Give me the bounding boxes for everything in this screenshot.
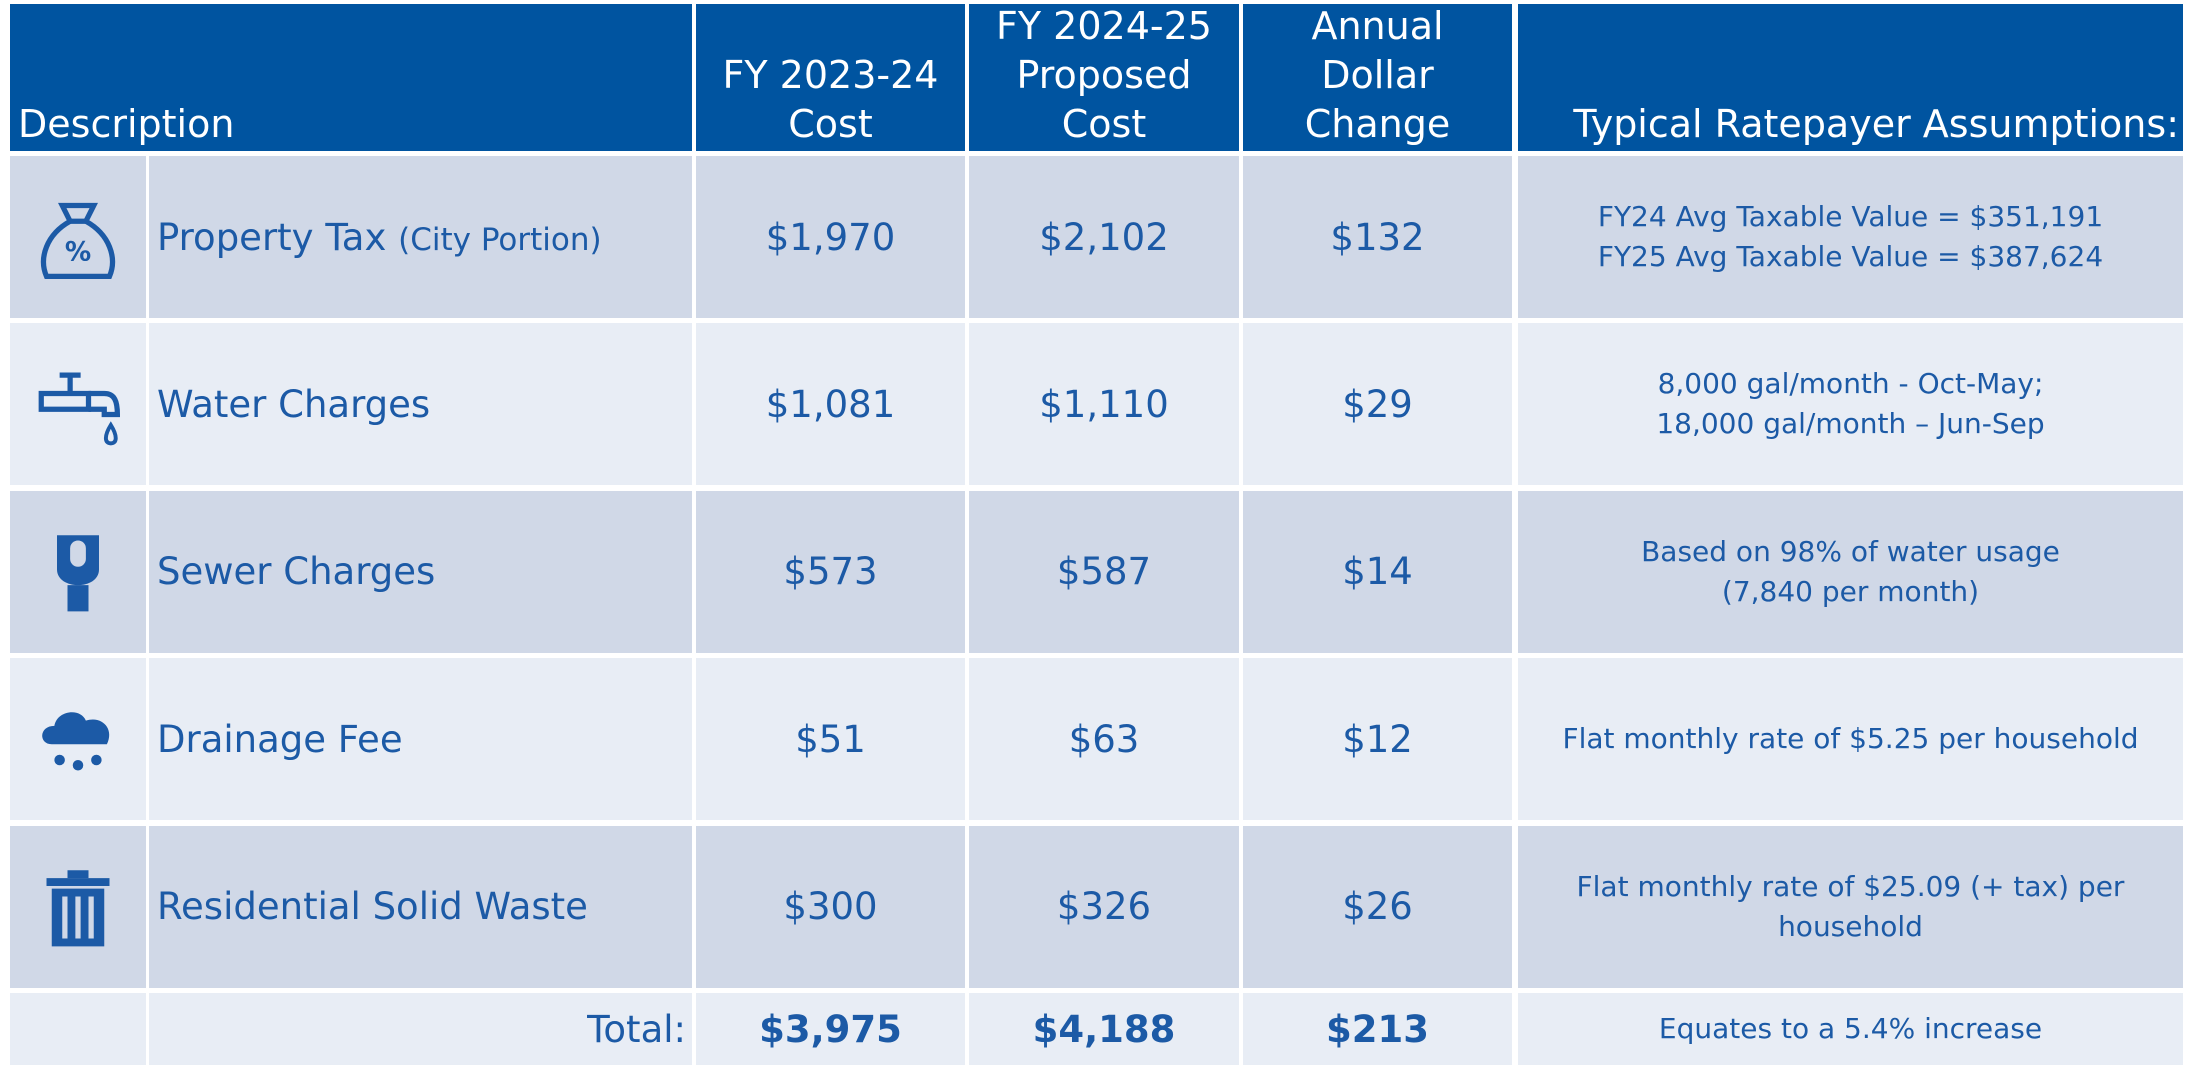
value: $63 [1068,717,1140,761]
value-cell: $14 [1243,490,1512,653]
assumption-line: Flat monthly rate of $5.25 per household [1562,722,2139,756]
value-cell: $63 [969,658,1239,821]
value: $29 [1342,382,1413,426]
description: Sewer Charges [157,550,435,593]
icon [42,712,110,771]
value-cell: $12 [1243,658,1512,821]
icon-cell [10,993,146,1065]
description-text: Property Tax [157,215,387,259]
value-cell: $300 [696,825,965,988]
description: Residential Solid Waste [157,885,588,928]
value-cell: $1,970 [696,156,965,318]
value: $300 [783,885,878,929]
total-assumption-cell: Equates to a 5.4% increase [1518,993,2183,1065]
value-cell: $2,102 [969,156,1239,318]
assumption-cell: 8,000 gal/month - Oct-May; 18,000 gal/mon… [1518,323,2183,486]
icon-cell: % [10,156,146,318]
assumption-line: Flat monthly rate of $25.09 (+ tax) per [1576,869,2125,903]
value-cell: $51 [696,658,965,821]
total-label-cell: Total: [149,993,692,1065]
header-text: Cost [1061,102,1147,146]
assumption-line: Based on 98% of water usage [1641,534,2060,568]
description-cell: Sewer Charges [149,490,692,653]
header-cell: Description [10,4,692,151]
assumption-cell: Based on 98% of water usage (7,840 per mo… [1518,490,2183,653]
icon [46,869,110,946]
total-value-cell: $3,975 [696,993,965,1065]
total-value: $4,188 [1032,1007,1176,1051]
value-cell: $326 [969,825,1239,988]
header-cell: FY 2024-25 Proposed Cost [969,4,1239,151]
value: $573 [783,550,878,594]
header-text: Dollar [1321,53,1434,97]
icon-cell [10,658,146,821]
icon-cell [10,323,146,486]
total-value: $213 [1326,1007,1429,1051]
header-text: Annual [1311,4,1444,48]
value: $132 [1330,215,1425,259]
assumption-cell: Flat monthly rate of $5.25 per household [1518,658,2183,821]
description-text: Residential Solid Waste [157,885,588,929]
header-text: Cost [788,102,873,146]
description-text: Water Charges [157,382,431,426]
total-value: $3,975 [759,1007,902,1051]
svg-text:%: % [65,238,91,268]
description: Drainage Fee [157,718,403,761]
icon-cell [10,825,146,988]
description: Water Charges [157,383,430,426]
header-text: FY 2024-25 [996,4,1212,48]
value: $1,081 [765,382,896,426]
value-cell: $132 [1243,156,1512,318]
assumption-cell: Flat monthly rate of $25.09 (+ tax) per h… [1518,825,2183,988]
value: $2,102 [1039,215,1169,259]
value-cell: $587 [969,490,1239,653]
description: Property Tax (City Portion) [157,216,602,259]
description-cell: Property Tax (City Portion) [149,156,692,318]
icon [57,535,99,612]
total-assumption: Equates to a 5.4% increase [1658,1012,2043,1045]
value-cell: $26 [1243,825,1512,988]
value: $12 [1342,717,1413,761]
assumption-line: 18,000 gal/month – Jun-Sep [1656,407,2045,441]
assumption-line: (7,840 per month) [1721,574,1980,608]
assumption-line: 8,000 gal/month - Oct-May; [1657,367,2044,401]
assumption-cell: FY24 Avg Taxable Value = $351,191 FY25 Av… [1518,156,2183,318]
header-text: Typical Ratepayer Assumptions: [1573,102,2179,146]
value-cell: $1,081 [696,323,965,486]
assumption-line: FY24 Avg Taxable Value = $351,191 [1597,200,2104,233]
value-cell: $29 [1243,323,1512,486]
value: $1,110 [1039,382,1169,426]
header-cell: FY 2023-24 Cost [696,4,965,151]
description-text: Drainage Fee [157,717,403,761]
total-label: Total: [587,1007,686,1051]
header-text: Description [18,102,235,146]
value: $587 [1056,550,1152,594]
description-cell: Water Charges [149,323,692,486]
total-value-cell: $4,188 [969,993,1239,1065]
description-text: Sewer Charges [157,550,436,594]
value-cell: $573 [696,490,965,653]
value: $51 [795,717,866,761]
header-text: Proposed [1016,53,1192,97]
description-cell: Drainage Fee [149,658,692,821]
value: $14 [1342,550,1413,594]
header-text: FY 2023-24 [722,53,939,97]
description-cell: Residential Solid Waste [149,825,692,988]
icon: % [40,202,116,279]
value-cell: $1,110 [969,323,1239,486]
header-cell: Typical Ratepayer Assumptions: [1518,4,2183,151]
icon-cell [10,490,146,653]
header-text: Change [1304,102,1451,146]
total-value-cell: $213 [1243,993,1512,1065]
header-cell: Annual Dollar Change [1243,4,1512,151]
assumption-line: household [1778,909,1923,943]
value: $26 [1342,885,1413,929]
value: $1,970 [765,215,896,259]
description-note: (City Portion) [398,221,602,258]
assumption-line: FY25 Avg Taxable Value = $387,624 [1597,240,2104,273]
icon [38,372,120,446]
value: $326 [1056,885,1152,929]
